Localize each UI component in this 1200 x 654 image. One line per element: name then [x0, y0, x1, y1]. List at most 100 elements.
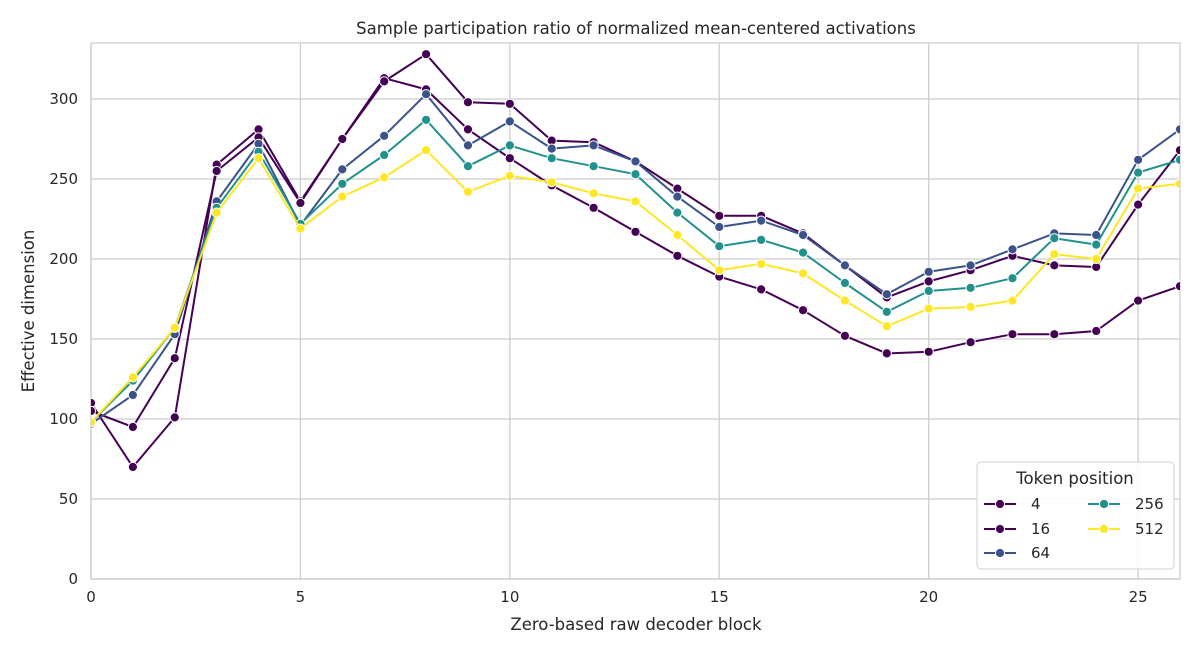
- data-point: [546, 177, 557, 188]
- data-point: [756, 215, 767, 226]
- data-point: [462, 140, 474, 151]
- data-point: [546, 153, 557, 164]
- legend-item-256: 256: [1088, 495, 1164, 513]
- legend-label: 512: [1135, 520, 1164, 538]
- data-point: [504, 116, 515, 127]
- data-point: [1091, 239, 1102, 250]
- x-axis-label: Zero-based raw decoder block: [510, 615, 762, 634]
- data-point: [672, 250, 683, 261]
- data-point: [127, 461, 138, 473]
- data-point: [630, 226, 641, 237]
- data-point: [756, 234, 767, 245]
- legend-label: 64: [1031, 544, 1050, 562]
- legend-item-4: 4: [984, 495, 1041, 513]
- data-point: [1007, 295, 1018, 306]
- data-point: [630, 169, 641, 180]
- data-point: [797, 247, 809, 258]
- data-point: [797, 229, 809, 241]
- legend-label: 16: [1031, 520, 1050, 538]
- data-point: [1049, 249, 1060, 260]
- data-point: [923, 276, 934, 287]
- legend: Token position 4 16 64 256 512: [976, 461, 1175, 570]
- data-point: [1007, 273, 1018, 284]
- series-group: [91, 49, 1180, 473]
- data-point: [839, 330, 851, 341]
- data-point: [337, 164, 348, 175]
- legend-label: 4: [1031, 495, 1041, 513]
- data-point: [1133, 295, 1144, 306]
- x-axis-ticks: 0 5 10 15 20 25: [86, 588, 1147, 606]
- data-point: [337, 191, 348, 202]
- legend-item-16: 16: [984, 520, 1050, 538]
- data-point: [379, 130, 390, 141]
- data-point: [337, 178, 348, 189]
- data-point: [253, 153, 264, 164]
- data-point: [127, 389, 138, 401]
- data-point: [169, 412, 180, 423]
- data-point: [1174, 154, 1180, 165]
- y-tick-label: 300: [49, 90, 78, 108]
- data-point: [462, 124, 474, 135]
- data-point: [797, 268, 809, 279]
- data-point: [881, 321, 892, 332]
- data-point: [756, 258, 767, 269]
- legend-item-512: 512: [1088, 520, 1164, 538]
- data-point: [1091, 325, 1102, 337]
- data-point: [797, 305, 809, 316]
- x-tick-label: 25: [1129, 588, 1148, 606]
- data-point: [1174, 124, 1180, 135]
- data-point: [420, 145, 432, 156]
- data-point: [337, 133, 348, 145]
- plot-frame: [90, 42, 1181, 580]
- data-point: [91, 405, 97, 417]
- data-point: [546, 143, 557, 154]
- data-point: [588, 202, 599, 213]
- x-tick-label: 0: [86, 588, 96, 606]
- data-point: [379, 172, 390, 183]
- data-point: [504, 170, 515, 181]
- data-point: [211, 207, 222, 218]
- data-point: [462, 186, 474, 197]
- data-point: [714, 210, 725, 221]
- data-point: [630, 196, 641, 207]
- data-point: [923, 285, 934, 297]
- data-point: [295, 197, 306, 209]
- data-point: [756, 284, 767, 295]
- data-point: [965, 301, 976, 313]
- data-point: [420, 114, 432, 125]
- data-point: [923, 346, 934, 357]
- data-point: [91, 417, 97, 428]
- y-tick-label: 200: [49, 250, 78, 268]
- data-point: [1133, 154, 1144, 165]
- data-point: [672, 191, 683, 202]
- legend-swatch-marker: [994, 498, 1006, 510]
- data-point: [630, 156, 641, 167]
- data-point: [881, 306, 892, 317]
- data-point: [672, 207, 683, 218]
- y-tick-label: 150: [49, 330, 78, 348]
- y-tick-label: 250: [49, 170, 78, 188]
- data-point: [127, 421, 138, 433]
- data-point: [504, 153, 515, 164]
- data-point: [839, 260, 851, 271]
- data-point: [379, 149, 390, 161]
- data-point: [923, 266, 934, 277]
- data-point: [714, 221, 725, 233]
- data-point: [169, 322, 180, 333]
- data-point: [504, 98, 515, 109]
- y-axis-ticks: 0 50 100 150 200 250 300: [49, 90, 78, 588]
- data-point: [169, 353, 180, 364]
- data-point: [211, 165, 222, 177]
- y-tick-label: 100: [49, 410, 78, 428]
- legend-label: 256: [1135, 495, 1164, 513]
- data-point: [1007, 244, 1018, 255]
- data-point: [1007, 329, 1018, 340]
- data-point: [420, 49, 432, 60]
- data-point: [839, 295, 851, 306]
- data-point: [714, 241, 725, 252]
- data-point: [295, 223, 306, 234]
- data-point: [420, 89, 432, 100]
- y-tick-label: 0: [68, 570, 78, 588]
- data-point: [379, 76, 390, 87]
- data-point: [1133, 183, 1144, 194]
